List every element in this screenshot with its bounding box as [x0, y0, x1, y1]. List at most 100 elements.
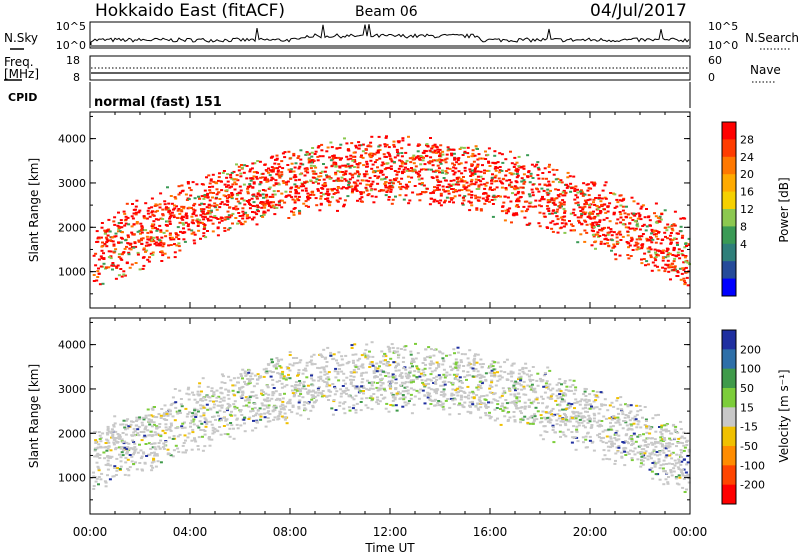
scatter-cell: [114, 430, 118, 433]
scatter-cell: [669, 265, 673, 268]
scatter-cell: [640, 245, 644, 248]
scatter-cell: [230, 424, 234, 427]
scatter-cell: [303, 367, 307, 370]
scatter-cell: [271, 196, 275, 198]
scatter-cell: [679, 217, 683, 220]
scatter-cell: [177, 450, 181, 453]
scatter-cell: [193, 202, 197, 205]
scatter-cell: [192, 231, 196, 234]
scatter-cell: [271, 177, 275, 180]
scatter-cell: [599, 242, 603, 245]
scatter-cell: [136, 428, 140, 431]
scatter-cell: [331, 196, 334, 199]
scatter-cell: [587, 414, 591, 417]
scatter-cell: [477, 184, 481, 187]
scatter-cell: [352, 371, 356, 374]
scatter-cell: [644, 441, 648, 443]
scatter-cell: [122, 449, 125, 452]
scatter-cell: [334, 165, 338, 168]
scatter-cell: [457, 366, 461, 369]
scatter-cell: [112, 251, 116, 254]
scatter-cell: [107, 456, 111, 459]
scatter-cell: [393, 376, 397, 379]
scatter-cell: [517, 392, 521, 395]
scatter-cell: [577, 412, 581, 415]
scatter-cell: [152, 423, 156, 426]
scatter-cell: [378, 400, 382, 403]
scatter-cell: [173, 388, 177, 390]
scatter-cell: [421, 381, 425, 384]
scatter-cell: [321, 390, 325, 392]
scatter-cell: [636, 225, 640, 228]
scatter-cell: [508, 401, 512, 404]
scatter-cell: [532, 388, 536, 390]
scatter-cell: [657, 269, 661, 272]
scatter-cell: [467, 361, 471, 364]
scatter-cell: [645, 225, 649, 228]
scatter-cell: [265, 180, 269, 183]
scatter-cell: [409, 379, 413, 382]
scatter-cell: [267, 393, 271, 396]
scatter-cell: [113, 467, 117, 469]
scatter-cell: [100, 257, 104, 260]
scatter-cell: [232, 427, 235, 430]
scatter-cell: [205, 206, 209, 209]
scatter-cell: [271, 204, 275, 207]
scatter-cell: [153, 242, 157, 245]
scatter-cell: [500, 181, 503, 184]
scatter-cell: [377, 370, 381, 373]
scatter-cell: [138, 443, 141, 446]
scatter-cell: [316, 146, 320, 149]
scatter-cell: [164, 423, 168, 426]
scatter-cell: [344, 173, 348, 176]
colorbar-swatch: [722, 261, 736, 280]
scatter-cell: [462, 365, 466, 367]
scatter-cell: [138, 462, 142, 464]
scatter-cell: [268, 413, 272, 415]
scatter-cell: [292, 213, 296, 216]
scatter-cell: [126, 234, 130, 237]
scatter-cell: [653, 212, 656, 215]
scatter-cell: [395, 409, 399, 412]
scatter-cell: [672, 467, 676, 470]
range-tick-label: 4000: [58, 133, 86, 146]
scatter-cell: [161, 429, 165, 432]
scatter-cell: [192, 204, 196, 207]
scatter-cell: [574, 194, 578, 197]
scatter-cell: [634, 440, 638, 443]
scatter-cell: [392, 182, 395, 185]
scatter-cell: [548, 163, 551, 166]
scatter-cell: [498, 374, 502, 377]
scatter-cell: [189, 422, 192, 425]
scatter-cell: [563, 210, 567, 213]
scatter-cell: [447, 183, 451, 186]
scatter-cell: [111, 435, 115, 437]
scatter-cell: [404, 372, 408, 375]
scatter-cell: [212, 415, 216, 418]
scatter-cell: [132, 431, 136, 434]
scatter-cell: [317, 379, 321, 382]
scatter-cell: [191, 428, 195, 431]
scatter-cell: [118, 230, 122, 233]
scatter-cell: [270, 169, 274, 172]
scatter-cell: [312, 165, 316, 167]
scatter-cell: [456, 387, 460, 390]
scatter-cell: [297, 192, 301, 195]
scatter-cell: [607, 226, 610, 229]
scatter-cell: [476, 199, 480, 202]
scatter-cell: [220, 406, 224, 409]
scatter-cell: [266, 209, 270, 212]
scatter-cell: [519, 406, 523, 409]
scatter-cell: [318, 155, 322, 158]
scatter-cell: [227, 375, 231, 378]
scatter-cell: [149, 414, 153, 417]
scatter-cell: [553, 197, 557, 200]
scatter-cell: [413, 395, 417, 398]
scatter-cell: [219, 397, 223, 400]
scatter-cell: [437, 181, 441, 183]
scatter-cell: [559, 424, 562, 427]
scatter-cell: [598, 432, 602, 435]
scatter-cell: [223, 203, 227, 206]
scatter-cell: [677, 458, 681, 461]
scatter-cell: [366, 406, 370, 409]
